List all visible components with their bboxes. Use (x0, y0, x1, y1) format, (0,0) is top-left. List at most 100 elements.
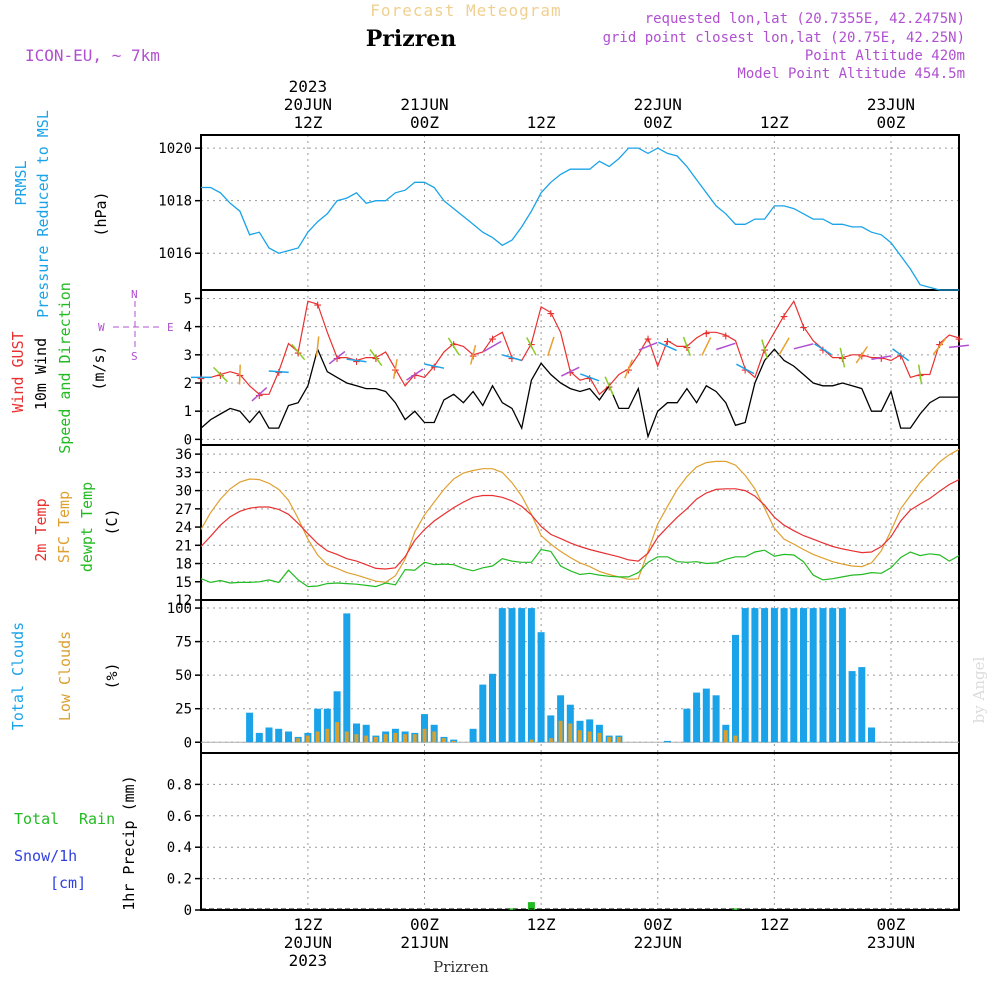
wind-gust-marker: + (858, 349, 866, 364)
y-tick-label: 3 (184, 348, 192, 364)
cloud-low-bar (393, 732, 398, 743)
y-tick-label: 18 (175, 557, 192, 573)
wind-units: (m/s) (90, 345, 108, 390)
header-title: Forecast Meteogram (370, 1, 561, 20)
wind-direction-arrow (917, 364, 923, 385)
wind-direction-label: Speed and Direction (56, 282, 74, 454)
cloud-total-bar (246, 712, 254, 743)
model-point-altitude: Model Point Altitude 454.5m (737, 66, 965, 82)
cloud-total-bar (586, 719, 594, 743)
y-tick-label: 75 (175, 635, 192, 651)
cloud-total-bar (421, 714, 428, 743)
cloud-low-bar (422, 728, 427, 743)
y-tick-label: 27 (175, 502, 192, 518)
wind-direction-arrow (392, 358, 398, 379)
cloud-total-bar (479, 684, 487, 743)
top-time-year: 2023 (289, 77, 328, 96)
wind-gust-marker: + (255, 388, 263, 403)
wind-gust-marker: + (314, 298, 322, 313)
pressure-label-prmsl: PRMSL (12, 160, 30, 205)
wind-gust-marker: + (800, 321, 808, 336)
cloud-low-bar (568, 723, 573, 743)
cloud-total-bar (761, 608, 769, 743)
clouds-total-label: Total Clouds (9, 622, 27, 730)
wind-direction-arrow (346, 358, 367, 363)
top-time-hour: 00Z (643, 113, 672, 132)
compass-south: S (131, 350, 138, 363)
cloud-total-bar (508, 608, 516, 743)
cloud-total-bar (829, 608, 837, 743)
cloud-total-bar (741, 608, 749, 743)
cloud-low-bar (305, 735, 310, 743)
wind-gust-marker: + (897, 349, 905, 364)
precip-cm-label: [cm] (50, 874, 86, 892)
compass-north: N (131, 288, 138, 301)
cloud-low-bar (344, 731, 349, 743)
top-time-date: 21JUN (400, 95, 448, 114)
cloud-low-bar (364, 735, 369, 743)
footer-location: Prizren (433, 958, 489, 976)
cloud-total-bar (819, 608, 827, 743)
cloud-total-bar (702, 688, 710, 743)
temp-units: (C) (103, 508, 121, 535)
requested-coords: requested lon,lat (20.7355E, 42.2475N) (645, 11, 965, 27)
cloud-low-bar (548, 738, 553, 743)
y-tick-label: 21 (175, 538, 192, 554)
cloud-total-bar (323, 708, 331, 743)
bottom-time-date: 22JUN (634, 933, 682, 952)
wind-gust-marker: + (722, 329, 730, 344)
wind-gust-marker: + (489, 332, 497, 347)
cloud-total-bar (800, 608, 807, 743)
wind-10m-line (200, 347, 959, 439)
y-tick-label: 100 (167, 601, 192, 617)
model-label: ICON-EU, ~ 7km (25, 46, 160, 65)
wind-direction-arrow (251, 387, 268, 402)
cloud-total-bar (858, 667, 866, 743)
wind-gust-marker: + (508, 352, 516, 367)
y-tick-label: 1 (184, 404, 192, 420)
cloud-low-bar (412, 734, 417, 743)
clouds-units: (%) (103, 662, 121, 689)
wind-10m-label: 10m Wind (32, 338, 50, 410)
wind-direction-arrow (447, 337, 460, 356)
location-title: Prizren (366, 26, 457, 52)
cloud-low-bar (607, 736, 612, 743)
y-tick-label: 1016 (158, 246, 192, 262)
grid-point-coords: grid point closest lon,lat (20.75E, 42.2… (603, 30, 965, 46)
y-tick-label: 2 (184, 376, 192, 392)
cloud-total-bar (664, 740, 671, 743)
wind-direction-arrow (268, 370, 289, 374)
wind-gust-marker: + (741, 363, 749, 378)
precip-bar (508, 908, 516, 910)
y-tick-label: 5 (184, 291, 192, 307)
wind-direction-arrow (406, 368, 424, 381)
top-time-hour: 12Z (527, 113, 556, 132)
panel-frame (200, 752, 960, 911)
wind-gust-marker: + (955, 332, 963, 347)
cloud-total-bar (770, 608, 778, 743)
wind-gust-marker: + (275, 366, 283, 381)
wind-direction-arrow (547, 336, 555, 357)
cloud-low-bar (442, 738, 446, 743)
wind-direction-arrow (238, 364, 241, 385)
cloud-total-bar (790, 608, 798, 743)
cloud-total-bar (343, 613, 351, 743)
bottom-time-hour: 00Z (877, 915, 906, 934)
top-time-date: 22JUN (634, 95, 682, 114)
wind-direction-arrow (761, 339, 769, 360)
cloud-low-bar (587, 731, 592, 743)
cloud-total-bar (557, 695, 565, 743)
y-tick-label: 0.4 (167, 840, 192, 856)
cloud-low-bar (529, 739, 534, 743)
cloud-total-bar (265, 727, 273, 743)
wind-gust-marker: + (217, 369, 225, 384)
y-tick-label: 33 (175, 465, 192, 481)
wind-direction-arrow (638, 341, 658, 351)
cloud-total-bar (780, 608, 788, 743)
bottom-time-date: 21JUN (400, 933, 448, 952)
cloud-total-bar (751, 608, 759, 743)
top-time-hour: 12Z (760, 113, 789, 132)
cloud-total-bar (498, 608, 506, 743)
top-time-hour: 00Z (877, 113, 906, 132)
precip-snow-label: Snow/1h (14, 847, 77, 865)
